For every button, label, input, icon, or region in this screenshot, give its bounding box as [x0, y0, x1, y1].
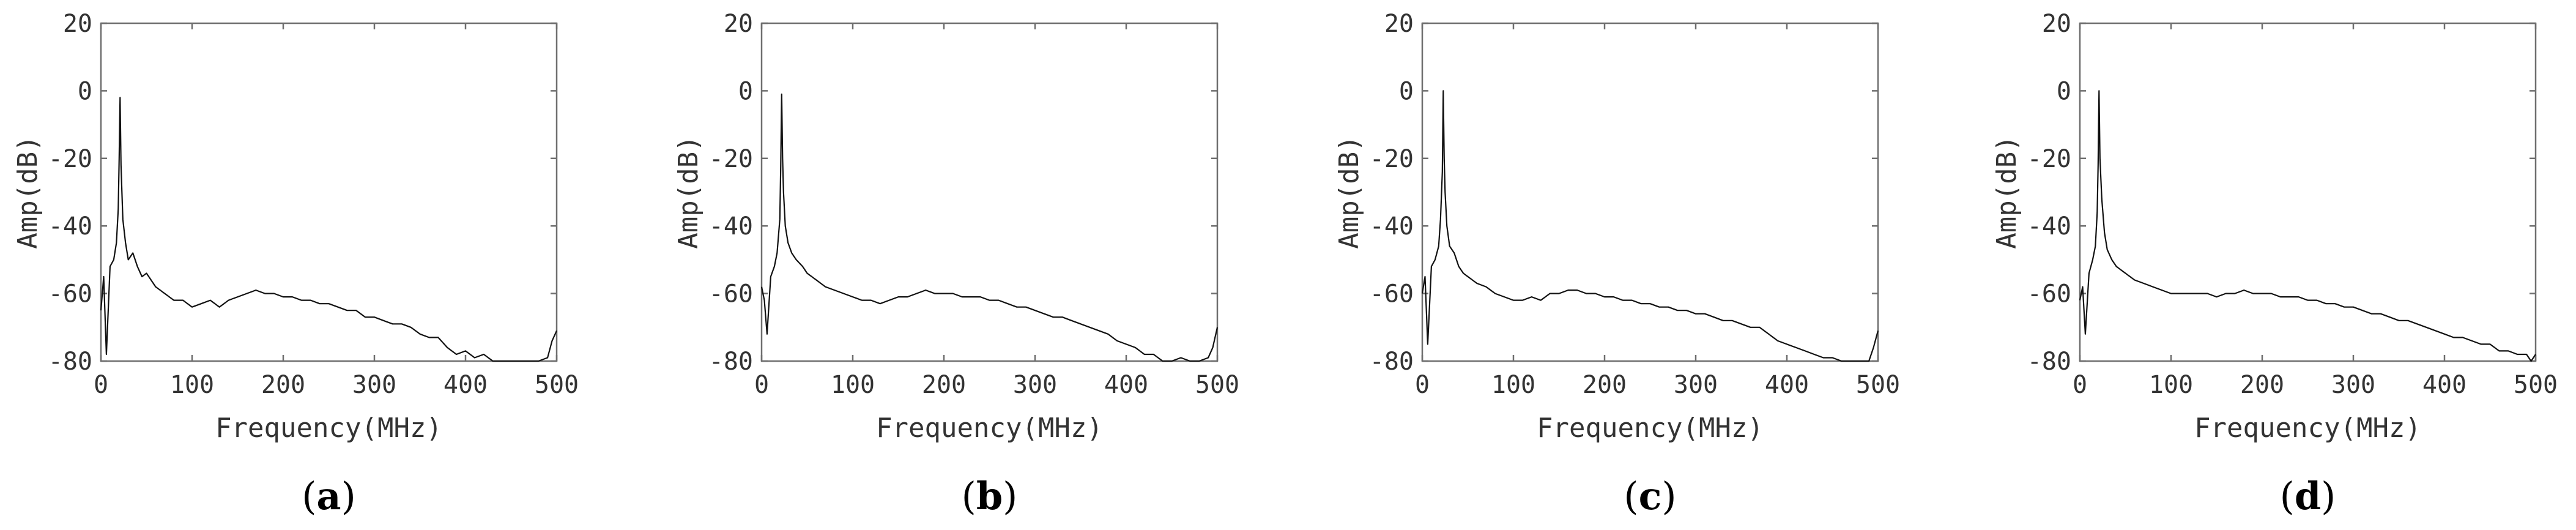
series-line-spectrum [2079, 90, 2536, 362]
y-axis-label: Amp(dB) [673, 135, 704, 248]
x-tick-label: 300 [1013, 371, 1057, 399]
panel-letter: a [316, 474, 341, 518]
x-tick-label: 0 [94, 371, 108, 399]
y-tick-label: 0 [2057, 77, 2071, 105]
x-tick-label: 200 [261, 371, 305, 399]
x-tick-label: 400 [2422, 371, 2467, 399]
y-tick-label: -20 [48, 145, 92, 173]
y-axis-label: Amp(dB) [1991, 135, 2022, 248]
y-tick-label: -60 [709, 280, 753, 308]
y-tick-label: -40 [709, 212, 753, 241]
y-tick-label: 20 [724, 10, 753, 38]
x-tick-label: 0 [1415, 371, 1430, 399]
x-tick-label: 100 [2149, 371, 2193, 399]
y-tick-label: -80 [2027, 348, 2071, 376]
y-tick-label: 0 [78, 77, 92, 105]
x-tick-label: 400 [1104, 371, 1148, 399]
series-line-spectrum [100, 97, 558, 362]
x-tick-label: 300 [1674, 371, 1718, 399]
y-tick-label: 0 [738, 77, 753, 105]
x-tick-label: 0 [754, 371, 769, 399]
x-axis-label: Frequency(MHz) [876, 412, 1103, 444]
x-tick-label: 400 [1765, 371, 1809, 399]
panel-letter: d [2295, 474, 2321, 518]
series-line-spectrum [760, 93, 1219, 362]
chart-panel-d: 0 100 200 300 400 500200-20-40-60-80Frequency… [1991, 10, 2558, 518]
y-tick-label: -40 [1370, 212, 1414, 241]
x-tick-label: 500 [535, 371, 579, 399]
chart-panel-b: 0 100 200 300 400 500200-20-40-60-80Frequency… [673, 10, 1239, 518]
panel-label: (b) [962, 474, 1018, 518]
y-tick-label: 20 [63, 10, 92, 38]
y-tick-label: -60 [48, 280, 92, 308]
y-tick-label: -80 [48, 348, 92, 376]
plot-frame [100, 22, 558, 362]
x-tick-label: 500 [2514, 371, 2558, 399]
x-tick-label: 100 [170, 371, 214, 399]
x-tick-label: 200 [2240, 371, 2284, 399]
y-tick-label: -20 [2027, 145, 2071, 173]
y-tick-label: -20 [1370, 145, 1414, 173]
x-tick-label: 100 [831, 371, 875, 399]
x-tick-label: 400 [444, 371, 488, 399]
x-tick-label: 300 [2331, 371, 2375, 399]
x-tick-label: 300 [352, 371, 396, 399]
series-line-spectrum [1421, 90, 1879, 362]
x-axis-label: Frequency(MHz) [1537, 412, 1764, 444]
x-tick-label: 200 [922, 371, 966, 399]
y-tick-label: -40 [2027, 212, 2071, 241]
y-axis-label: Amp(dB) [1334, 135, 1365, 248]
plot-frame [2079, 22, 2537, 362]
y-tick-label: -20 [709, 145, 753, 173]
y-tick-label: 20 [1384, 10, 1414, 38]
x-tick-label: 500 [1856, 371, 1900, 399]
y-tick-label: 20 [2042, 10, 2071, 38]
plot-frame [1421, 22, 1879, 362]
panel-label: (a) [302, 474, 356, 518]
chart-panel-a: 0 100 200 300 400 500200-20-40-60-80Frequency… [12, 10, 579, 518]
y-tick-label: -60 [1370, 280, 1414, 308]
y-tick-label: -80 [709, 348, 753, 376]
chart-panel-c: 0 100 200 300 400 500200-20-40-60-80Frequency… [1334, 10, 1900, 518]
x-tick-label: 200 [1583, 371, 1627, 399]
x-axis-label: Frequency(MHz) [215, 412, 442, 444]
panel-letter: b [976, 474, 1003, 518]
y-tick-label: -40 [48, 212, 92, 241]
panel-letter: c [1639, 474, 1662, 518]
plot-frame [760, 22, 1219, 362]
y-tick-label: -60 [2027, 280, 2071, 308]
x-tick-label: 500 [1195, 371, 1239, 399]
x-axis-label: Frequency(MHz) [2194, 412, 2421, 444]
x-tick-label: 0 [2073, 371, 2087, 399]
panel-label: (d) [2280, 474, 2336, 518]
x-tick-label: 100 [1491, 371, 1535, 399]
y-tick-label: -80 [1370, 348, 1414, 376]
y-axis-label: Amp(dB) [12, 135, 43, 248]
y-tick-label: 0 [1399, 77, 1414, 105]
panel-label: (c) [1624, 474, 1676, 518]
